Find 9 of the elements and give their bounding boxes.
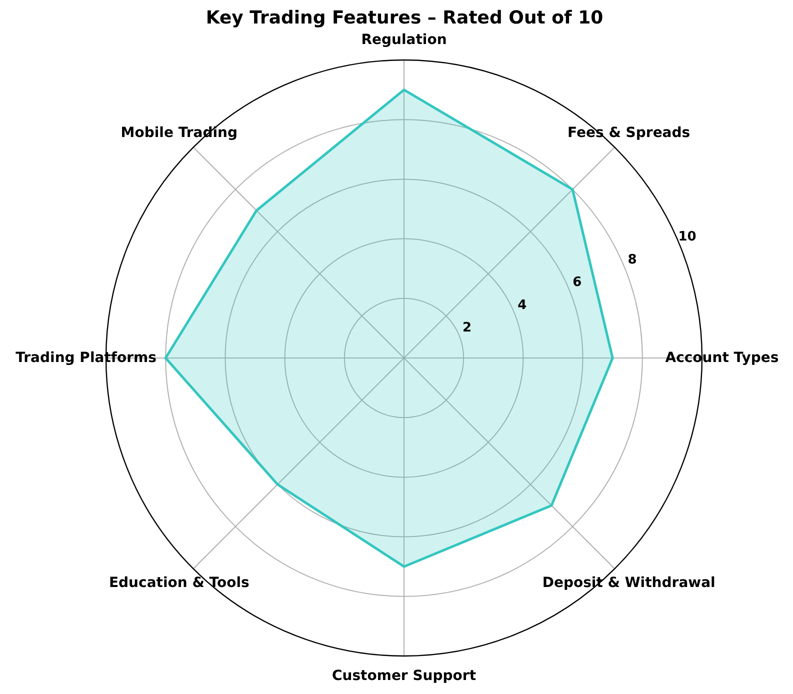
y-tick-label: 2 — [462, 320, 472, 336]
spoke-label: Customer Support — [332, 668, 476, 684]
spoke-label: Regulation — [361, 32, 447, 48]
y-tick-label: 10 — [678, 229, 696, 244]
spoke-label: Education & Tools — [108, 574, 250, 591]
chart-title: Key Trading Features – Rated Out of 10 — [206, 8, 604, 28]
y-tick-label: 6 — [572, 275, 582, 290]
y-tick-label: 8 — [628, 252, 637, 268]
y-tick-label: 4 — [518, 298, 527, 313]
